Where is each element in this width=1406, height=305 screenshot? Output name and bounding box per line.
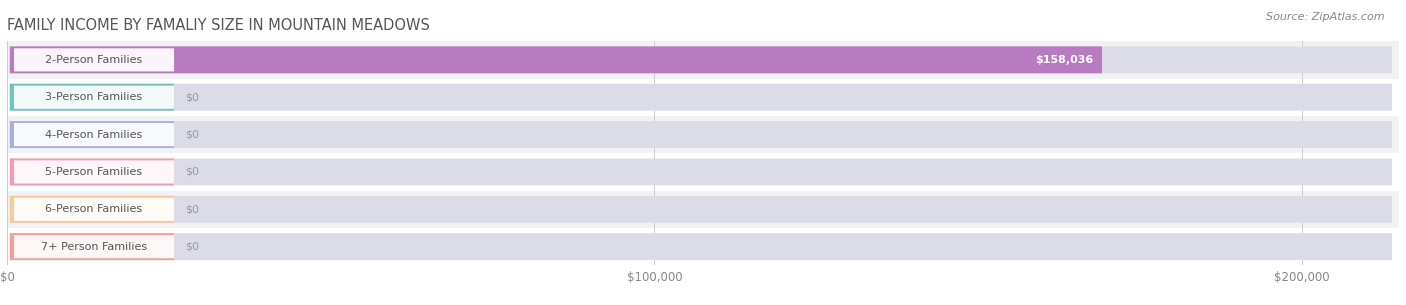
Text: 2-Person Families: 2-Person Families [45, 55, 142, 65]
FancyBboxPatch shape [14, 86, 174, 109]
Bar [7, 116, 1399, 153]
Text: $0: $0 [186, 204, 200, 214]
FancyBboxPatch shape [14, 48, 174, 71]
Bar [7, 153, 1399, 191]
FancyBboxPatch shape [10, 196, 174, 223]
Bar [7, 191, 1399, 228]
FancyBboxPatch shape [10, 121, 1392, 148]
FancyBboxPatch shape [14, 123, 174, 146]
Text: $0: $0 [186, 92, 200, 102]
FancyBboxPatch shape [14, 235, 174, 258]
Text: FAMILY INCOME BY FAMALIY SIZE IN MOUNTAIN MEADOWS: FAMILY INCOME BY FAMALIY SIZE IN MOUNTAI… [7, 18, 430, 33]
Bar [7, 79, 1399, 116]
FancyBboxPatch shape [10, 159, 174, 185]
FancyBboxPatch shape [10, 159, 1392, 185]
Text: 3-Person Families: 3-Person Families [45, 92, 142, 102]
Text: Source: ZipAtlas.com: Source: ZipAtlas.com [1267, 12, 1385, 22]
FancyBboxPatch shape [14, 198, 174, 221]
FancyBboxPatch shape [10, 233, 174, 260]
FancyBboxPatch shape [10, 46, 1102, 73]
FancyBboxPatch shape [10, 196, 1392, 223]
FancyBboxPatch shape [10, 84, 174, 111]
Text: $0: $0 [186, 167, 200, 177]
Text: 6-Person Families: 6-Person Families [45, 204, 142, 214]
Text: 4-Person Families: 4-Person Families [45, 130, 142, 140]
FancyBboxPatch shape [10, 84, 1392, 111]
Text: $158,036: $158,036 [1035, 55, 1094, 65]
Text: 5-Person Families: 5-Person Families [45, 167, 142, 177]
Text: $0: $0 [186, 242, 200, 252]
Text: 7+ Person Families: 7+ Person Families [41, 242, 148, 252]
Text: $0: $0 [186, 130, 200, 140]
FancyBboxPatch shape [10, 46, 1392, 73]
FancyBboxPatch shape [10, 233, 1392, 260]
FancyBboxPatch shape [10, 121, 174, 148]
FancyBboxPatch shape [14, 160, 174, 184]
Bar [7, 228, 1399, 265]
Bar [7, 41, 1399, 79]
